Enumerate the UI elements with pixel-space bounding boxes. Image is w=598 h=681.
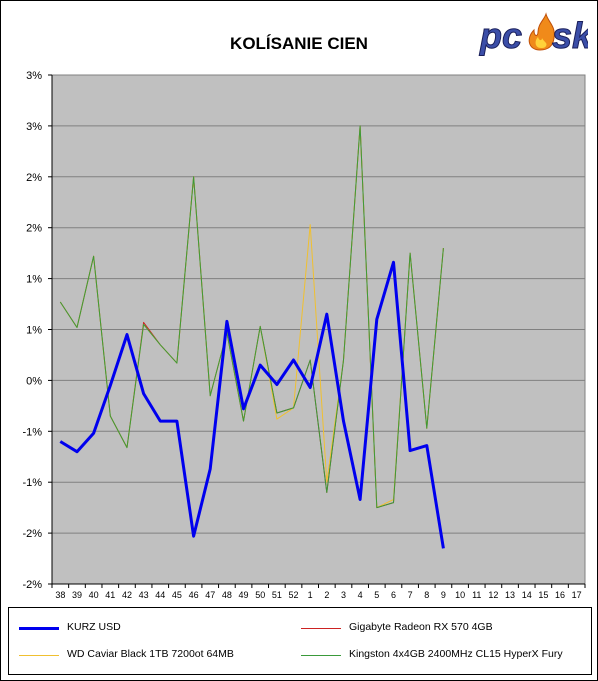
- x-tick-label: 7: [408, 590, 413, 600]
- x-tick-label: 2: [324, 590, 329, 600]
- x-tick-label: 17: [572, 590, 582, 600]
- line-chart: 3%3%2%2%1%1%0%-1%-1%-2%-2%38 39 40 41 42 43 44…: [22, 70, 586, 600]
- x-tick-label: 46: [189, 590, 199, 600]
- y-tick-label: 1%: [26, 325, 42, 337]
- series-line-3: [59, 125, 444, 509]
- x-tick-label: 51: [272, 590, 282, 600]
- x-tick-label: 52: [289, 590, 299, 600]
- legend-label-wd-caviar: WD Caviar Black 1TB 7200ot 64MB: [67, 648, 234, 660]
- x-tick-label: 1: [308, 590, 313, 600]
- x-tick-label: 38: [55, 590, 65, 600]
- legend-swatch-wd-caviar: [19, 655, 59, 656]
- legend-label-gigabyte: Gigabyte Radeon RX 570 4GB: [349, 621, 493, 633]
- x-tick-label: 14: [522, 590, 532, 600]
- x-tick-label: 50: [255, 590, 265, 600]
- x-tick-label: 11: [472, 590, 481, 600]
- x-tick-label: 39: [72, 590, 82, 600]
- legend: KURZ USD Gigabyte Radeon RX 570 4GB WD C…: [8, 607, 592, 675]
- x-tick-label: 16: [555, 590, 565, 600]
- x-tick-label: 5: [374, 590, 379, 600]
- legend-item-series-0: KURZ USD: [19, 618, 269, 638]
- legend-item-series-2: WD Caviar Black 1TB 7200ot 64MB: [19, 645, 289, 665]
- series-line-0: [59, 260, 445, 549]
- x-tick-label: 40: [89, 590, 99, 600]
- x-tick-label: 47: [205, 590, 215, 600]
- y-tick-label: 3%: [26, 70, 42, 82]
- x-tick-label: 8: [424, 590, 429, 600]
- y-tick-label: 3%: [26, 121, 42, 133]
- x-tick-label: 43: [139, 590, 149, 600]
- x-tick-label: 41: [105, 590, 115, 600]
- y-tick-label: 2%: [26, 223, 42, 235]
- x-tick-label: 44: [155, 590, 165, 600]
- legend-swatch-kurz-usd: [19, 627, 59, 630]
- legend-item-series-3: Kingston 4x4GB 2400MHz CL15 HyperX Fury: [301, 645, 589, 665]
- x-tick-label: 49: [239, 590, 249, 600]
- x-tick-label: 12: [488, 590, 498, 600]
- flame-icon: [528, 12, 555, 51]
- y-tick-label: -2%: [22, 579, 42, 591]
- x-tick-label: 3: [341, 590, 346, 600]
- y-tick-label: 0%: [26, 375, 42, 387]
- y-tick-label: -1%: [22, 477, 42, 489]
- y-tick-label: 2%: [26, 172, 42, 184]
- pcsk-logo: pc sk: [479, 12, 588, 57]
- legend-label-kingston: Kingston 4x4GB 2400MHz CL15 HyperX Fury: [349, 648, 563, 660]
- y-tick-label: -2%: [22, 528, 42, 540]
- x-tick-label: 45: [172, 590, 182, 600]
- x-tick-label: 4: [358, 590, 363, 600]
- legend-label-kurz-usd: KURZ USD: [67, 621, 121, 633]
- legend-swatch-gigabyte: [301, 628, 341, 629]
- x-tick-label: 42: [122, 590, 132, 600]
- x-tick-label: 48: [222, 590, 232, 600]
- chart-title: KOLÍSANIE CIEN: [230, 34, 368, 53]
- x-tick-label: 10: [455, 590, 465, 600]
- y-tick-label: -1%: [22, 426, 42, 438]
- x-tick-label: 6: [391, 590, 396, 600]
- logo-text-right: sk: [552, 15, 588, 56]
- x-tick-label: 9: [441, 590, 446, 600]
- x-tick-label: 13: [505, 590, 515, 600]
- legend-swatch-kingston: [301, 655, 341, 656]
- legend-item-series-1: Gigabyte Radeon RX 570 4GB: [301, 618, 581, 638]
- x-tick-label: 15: [538, 590, 548, 600]
- y-tick-label: 1%: [26, 274, 42, 286]
- logo-text-left: pc: [479, 15, 522, 56]
